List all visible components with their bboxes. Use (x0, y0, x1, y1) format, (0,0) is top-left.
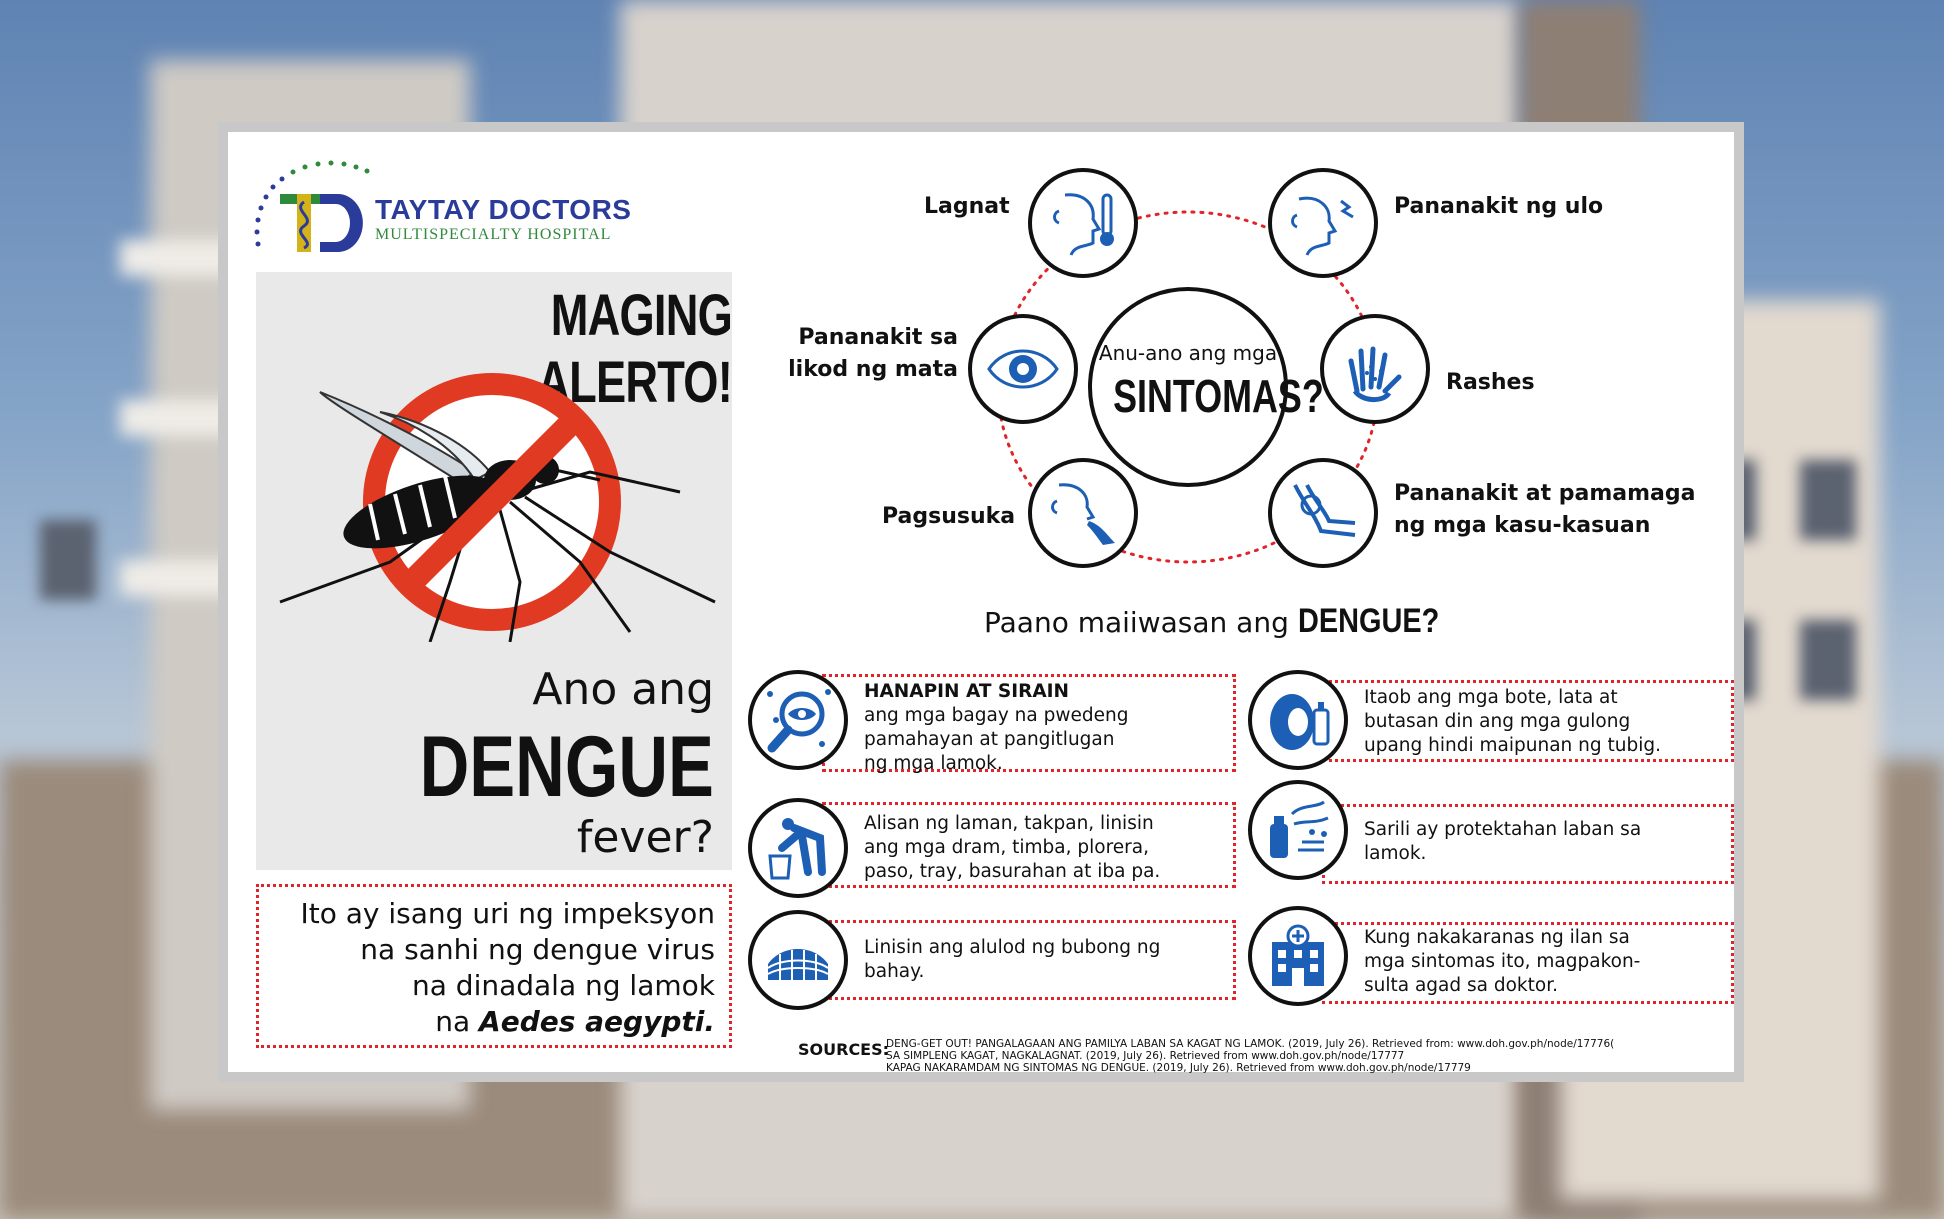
joint-pain-icon (1293, 484, 1356, 537)
prevention-text: Kung nakakaranas ng ilan sa mga sintomas… (1364, 927, 1641, 996)
fever-icon (1053, 193, 1114, 256)
definition-line: Ito ay isang uri ng impeksyon (300, 897, 715, 930)
protect-self-step (1248, 780, 1348, 880)
definition-box: Ito ay isang uri ng impeksyon na sanhi n… (256, 884, 732, 1048)
roof-icon (767, 949, 829, 980)
symptoms-subtitle: Anu-ano ang mga (1098, 341, 1278, 365)
repellent-spray-icon (1270, 800, 1329, 858)
source-line: SA SIMPLENG KAGAT, NAGKALAGNAT. (2019, J… (886, 1050, 1405, 1062)
dengue-poster: TAYTAY DOCTORS MULTISPECIALTY HOSPITAL M… (218, 122, 1744, 1082)
question-line-3: fever? (576, 812, 714, 863)
dengue-intro-panel: MAGING ALERTO! (256, 272, 733, 870)
vomit-icon (1051, 483, 1115, 545)
cover-containers-step (748, 798, 848, 898)
definition-line: na dinadala ng lamok (411, 969, 715, 1002)
fever-symptom (1028, 168, 1138, 278)
prevention-text: Itaob ang mga bote, lata at butasan din … (1364, 687, 1661, 756)
symptom-label-fever: Lagnat (924, 194, 1010, 219)
headache-symptom (1268, 168, 1378, 278)
joint-pain-symptom (1268, 458, 1378, 568)
prevention-text: Sarili ay protektahan laban sa lamok. (1364, 819, 1642, 864)
eye-icon (987, 349, 1059, 389)
magnifier-icon (767, 689, 831, 753)
symptom-label-vomiting: Pagsusuka (882, 504, 1016, 529)
hospital-logo: TAYTAY DOCTORS MULTISPECIALTY HOSPITAL (250, 152, 670, 262)
cleaning-person-icon (768, 818, 826, 880)
species-name: Aedes aegypti. (479, 1005, 715, 1038)
question-line-2: DENGUE (419, 719, 714, 815)
symptoms-title: SINTOMAS? (1113, 370, 1324, 422)
eye-pain-symptom (968, 314, 1078, 424)
symptom-label-joint-pain: Pananakit at pamamaga ng mga kasu-kasuan (1394, 481, 1696, 538)
sources-list: DENG-GET OUT! PANGALAGAAN ANG PAMILYA LA… (886, 1038, 1614, 1074)
headache-icon (1291, 196, 1354, 256)
prevention-text: Alisan ng laman, takpan, linisin ang mga… (864, 813, 1161, 882)
consult-doctor-step (1248, 906, 1348, 1006)
question-line-1: Ano ang (532, 664, 714, 715)
vomiting-symptom (1028, 458, 1138, 568)
hospital-name: TAYTAY DOCTORS (375, 194, 632, 225)
prevention-title: Paano maiiwasan ang DENGUE? (984, 602, 1440, 640)
search-destroy-step (748, 670, 848, 770)
prevention-text: Linisin ang alulod ng bubong ng bahay. (864, 937, 1161, 982)
symptom-label-headache: Pananakit ng ulo (1394, 194, 1604, 219)
source-line: KAPAG NAKARAMDAM NG SINTOMAS NG DENGUE. … (886, 1062, 1471, 1074)
clean-gutter-step (748, 910, 848, 1010)
symptom-label-eye-pain: Pananakit sa likod ng mata (788, 325, 958, 382)
sources-label: SOURCES: (798, 1040, 890, 1059)
td-logo-icon (254, 160, 370, 252)
hand-rash-icon (1348, 346, 1402, 402)
source-line: DENG-GET OUT! PANGALAGAAN ANG PAMILYA LA… (886, 1038, 1615, 1050)
hospital-subtitle: MULTISPECIALTY HOSPITAL (375, 226, 612, 243)
rashes-symptom (1320, 314, 1430, 424)
definition-line: na Aedes aegypti. (435, 1005, 715, 1038)
tire-bottle-icon (1270, 694, 1330, 750)
symptoms-center: Anu-ano ang mga SINTOMAS? (1088, 287, 1324, 487)
tires-bottles-step (1248, 670, 1348, 770)
prevention-text: HANAPIN AT SIRAIN ang mga bagay na pwede… (864, 681, 1129, 774)
definition-line: na sanhi ng dengue virus (360, 933, 715, 966)
hospital-building-icon (1272, 924, 1324, 986)
symptom-label-rashes: Rashes (1446, 370, 1535, 395)
no-mosquito-icon (279, 373, 716, 642)
